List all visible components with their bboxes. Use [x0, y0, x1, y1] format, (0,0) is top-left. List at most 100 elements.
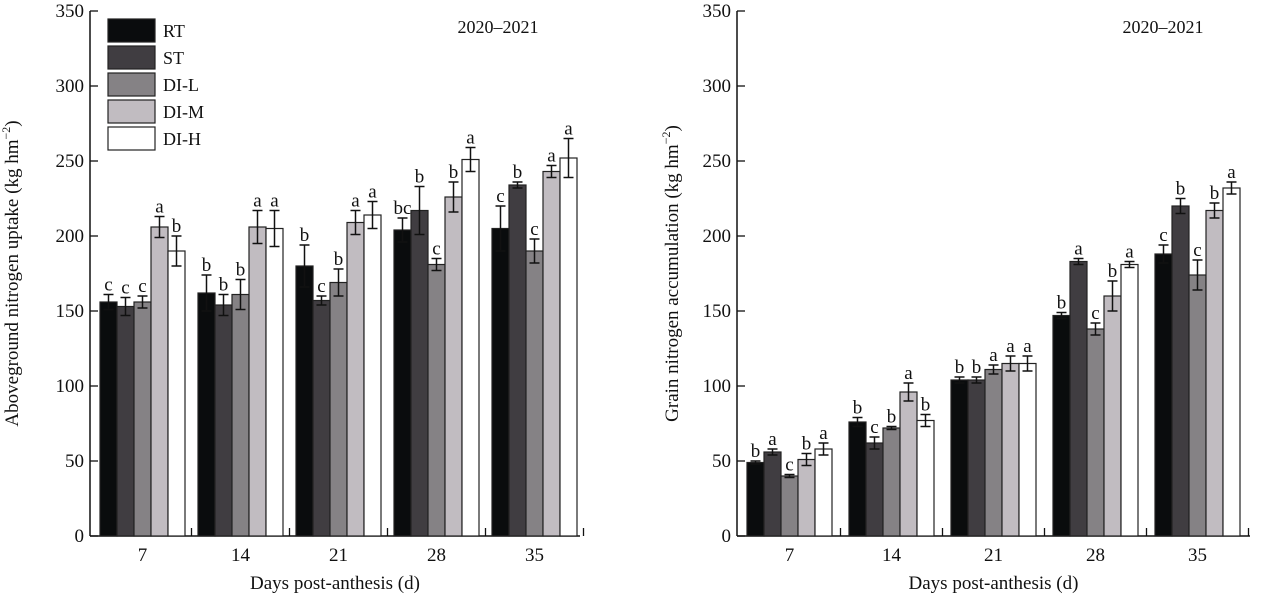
- bar-st-day-35: [1171, 205, 1190, 537]
- bar-rt-day-28: [1052, 314, 1071, 537]
- bar-rt-day-35: [1154, 253, 1173, 537]
- bar-di-h-day-21: [363, 214, 382, 537]
- bar-rt-day-35: [491, 227, 510, 537]
- significance-letter: b: [300, 225, 310, 246]
- y-tick-label: 300: [703, 76, 732, 97]
- significance-letter: a: [1023, 336, 1032, 357]
- significance-letter: a: [564, 119, 573, 140]
- significance-letter: c: [1091, 303, 1099, 324]
- significance-letter: b: [751, 441, 761, 462]
- y-tick-label: 0: [75, 526, 85, 547]
- bar-di-l-day-28: [1086, 328, 1105, 537]
- y-tick-label: 100: [703, 376, 732, 397]
- y-tick-label: 150: [703, 301, 732, 322]
- significance-letter: b: [921, 395, 931, 416]
- significance-letter: b: [172, 216, 182, 237]
- y-tick-label: 200: [703, 226, 732, 247]
- bar-di-l-day-14: [882, 427, 901, 537]
- bar-st-day-28: [1069, 260, 1088, 537]
- y-tick-label: 250: [703, 151, 732, 172]
- y-tick-label: 300: [56, 76, 85, 97]
- significance-letter: b: [415, 167, 425, 188]
- x-tick-label: 21: [984, 545, 1003, 566]
- significance-letter: c: [870, 417, 878, 438]
- bar-di-m-day-7: [150, 226, 169, 537]
- bar-st-day-35: [508, 184, 527, 537]
- legend-label: DI-L: [163, 75, 199, 95]
- y-tick-label: 200: [56, 226, 85, 247]
- significance-letter: b: [1210, 183, 1220, 204]
- significance-letter: b: [202, 255, 212, 276]
- significance-letter: a: [368, 182, 377, 203]
- bar-di-h-day-35: [559, 157, 578, 537]
- significance-letter: a: [1006, 336, 1015, 357]
- significance-letter: b: [513, 162, 523, 183]
- x-tick-label: 14: [231, 545, 251, 566]
- y-axis-title: Aboveground nitrogen uptake (kg hm−2): [0, 120, 23, 426]
- bar-rt-day-7: [746, 461, 765, 537]
- bar-di-l-day-35: [1188, 274, 1207, 537]
- x-tick-label: 21: [329, 545, 348, 566]
- bar-di-l-day-14: [231, 293, 250, 537]
- bar-di-h-day-14: [916, 419, 935, 537]
- significance-letter: bc: [394, 198, 412, 219]
- significance-letter: a: [270, 191, 279, 212]
- significance-letter: a: [819, 423, 828, 444]
- bar-di-m-day-14: [899, 391, 918, 537]
- significance-letter: c: [1159, 225, 1167, 246]
- y-tick-label: 50: [65, 451, 84, 472]
- legend-swatch-di-m: [107, 99, 156, 124]
- bar-di-h-day-35: [1222, 187, 1241, 537]
- significance-letter: b: [219, 275, 229, 296]
- bar-di-h-day-14: [265, 227, 284, 537]
- significance-letter: a: [768, 429, 777, 450]
- x-tick-label: 35: [525, 545, 544, 566]
- significance-letter: b: [334, 249, 344, 270]
- significance-letter: b: [1057, 293, 1067, 314]
- significance-letter: b: [853, 398, 863, 419]
- y-tick-label: 50: [712, 451, 731, 472]
- bar-st-day-28: [410, 209, 429, 537]
- bar-st-day-7: [763, 451, 782, 537]
- significance-letter: c: [138, 276, 146, 297]
- significance-letter: a: [1125, 242, 1134, 263]
- significance-letter: a: [904, 363, 913, 384]
- y-axis-title: Grain nitrogen accumulation (kg hm−2): [659, 125, 683, 422]
- significance-letter: c: [104, 275, 112, 296]
- bar-di-l-day-35: [525, 250, 544, 537]
- bar-di-m-day-14: [248, 226, 267, 537]
- y-tick-label: 100: [56, 376, 85, 397]
- bar-rt-day-21: [950, 379, 969, 537]
- legend-swatch-di-h: [107, 126, 156, 151]
- significance-letter: b: [236, 260, 246, 281]
- significance-letter: b: [1176, 179, 1186, 200]
- significance-letter: a: [1074, 239, 1083, 260]
- bar-st-day-21: [312, 299, 331, 537]
- x-tick-label: 7: [138, 545, 148, 566]
- y-tick-label: 350: [703, 1, 732, 22]
- legend-label: DI-M: [163, 102, 204, 122]
- bar-di-h-day-21: [1018, 362, 1037, 537]
- legend-label: ST: [163, 48, 184, 68]
- significance-letter: a: [466, 128, 475, 149]
- bar-rt-day-28: [393, 229, 412, 537]
- bar-st-day-14: [214, 304, 233, 537]
- significance-letter: c: [1193, 240, 1201, 261]
- x-axis-title: Days post-anthesis (d): [250, 573, 420, 594]
- bar-st-day-21: [967, 379, 986, 537]
- bar-di-m-day-21: [1001, 362, 1020, 537]
- y-tick-label: 350: [56, 1, 85, 22]
- legend: RT ST DI-L DI-M DI-H: [107, 18, 204, 151]
- significance-letter: a: [155, 197, 164, 218]
- bar-di-m-day-7: [797, 458, 816, 537]
- bar-rt-day-7: [99, 301, 118, 537]
- x-tick-label: 28: [1086, 545, 1105, 566]
- bar-di-h-day-28: [461, 158, 480, 537]
- bar-rt-day-21: [295, 265, 314, 537]
- bar-di-h-day-7: [167, 250, 186, 537]
- significance-letter: c: [432, 239, 440, 260]
- x-tick-label: 7: [785, 545, 795, 566]
